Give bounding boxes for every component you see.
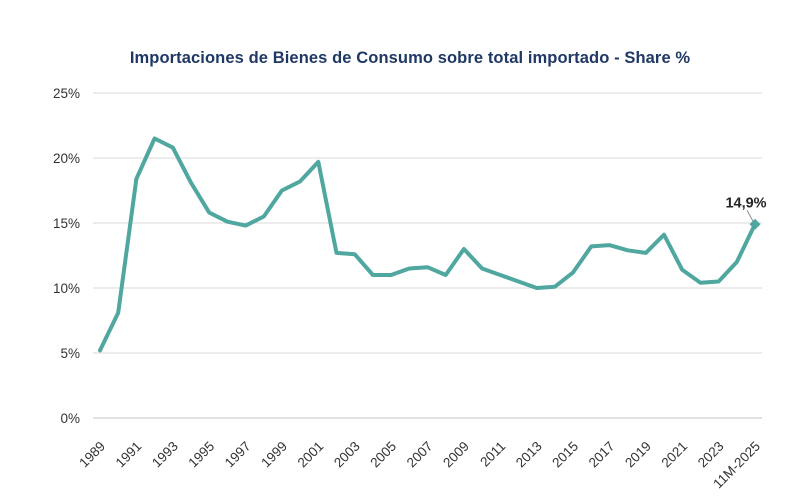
x-axis-label: 2003 — [331, 439, 363, 471]
y-axis-label: 20% — [53, 151, 80, 166]
x-axis-label: 1999 — [258, 439, 290, 471]
x-axis-label: 1993 — [149, 439, 181, 471]
x-axis-label: 2015 — [549, 439, 581, 471]
y-axis-label: 10% — [53, 281, 80, 296]
endpoint-marker — [749, 218, 761, 230]
x-axis-label: 2011 — [477, 439, 508, 470]
y-axis-label: 5% — [60, 346, 80, 361]
x-axis-label: 2001 — [295, 439, 327, 471]
series-line — [98, 136, 757, 353]
x-axis-label: 2019 — [622, 439, 654, 471]
leader-line — [746, 210, 754, 222]
x-axis-label: 1991 — [113, 439, 145, 471]
y-axis-label: 15% — [53, 216, 80, 231]
endpoint-value-label: 14,9% — [725, 195, 766, 211]
x-axis-label: 1995 — [185, 439, 217, 471]
x-axis-label: 2005 — [367, 439, 399, 471]
x-axis-label: 2009 — [440, 439, 472, 471]
y-axis-label: 25% — [53, 86, 80, 101]
x-axis-label: 1989 — [76, 439, 108, 471]
y-axis-label: 0% — [60, 411, 80, 426]
x-axis-label: 2007 — [404, 439, 436, 471]
x-axis-label: 2023 — [695, 439, 727, 471]
x-axis-label: 2021 — [658, 439, 690, 471]
x-axis-label: 2013 — [513, 439, 545, 471]
x-axis-label: 1997 — [222, 439, 254, 471]
x-axis-label: 2017 — [586, 439, 618, 471]
chart-title: Importaciones de Bienes de Consumo sobre… — [129, 49, 691, 67]
